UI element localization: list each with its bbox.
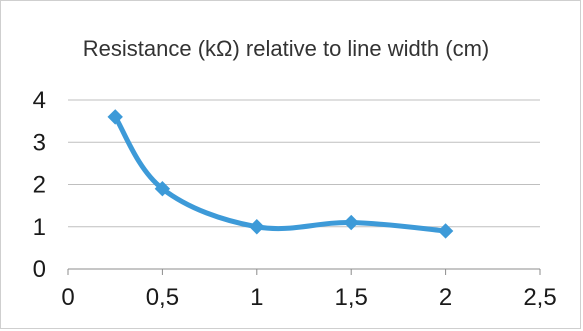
- data-markers: [108, 110, 452, 238]
- x-tick-label-0,5: 0,5: [146, 284, 179, 311]
- y-tick-label-4: 4: [33, 87, 46, 114]
- x-tick-label-0: 0: [61, 284, 74, 311]
- y-tick-label-2: 2: [33, 172, 46, 199]
- data-point-marker-2: [250, 220, 264, 234]
- data-point-marker-4: [439, 224, 453, 238]
- axes: [68, 269, 540, 275]
- x-tick-label-2: 2: [439, 284, 452, 311]
- x-tick-labels: 0 0,5 1 1,5 2 2,5: [61, 284, 556, 311]
- y-tick-label-1: 1: [33, 214, 46, 241]
- series-line-0: [115, 117, 445, 231]
- data-series: [115, 117, 445, 231]
- y-tick-label-0: 0: [33, 256, 46, 283]
- y-tick-label-3: 3: [33, 129, 46, 156]
- x-tick-label-1,5: 1,5: [335, 284, 368, 311]
- x-tick-label-1: 1: [250, 284, 263, 311]
- x-tick-label-2,5: 2,5: [523, 284, 556, 311]
- data-point-marker-3: [344, 216, 358, 230]
- chart-title: Resistance (kΩ) relative to line width (…: [83, 36, 489, 61]
- y-tick-labels: 0 1 2 3 4: [33, 87, 46, 283]
